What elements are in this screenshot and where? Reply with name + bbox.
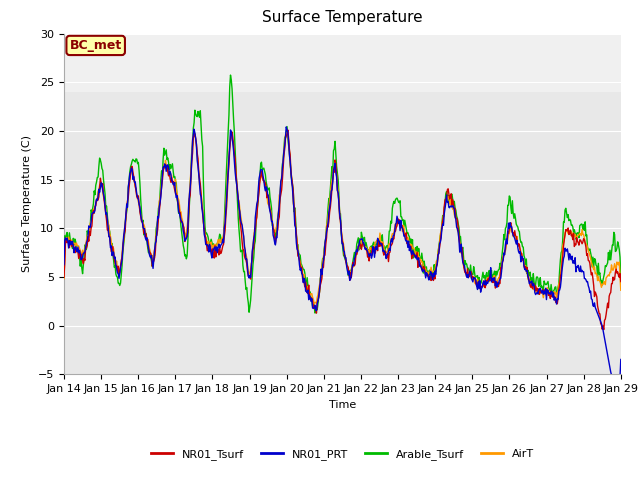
Arable_Tsurf [214,240,221,246]
Arable_Tsurf [184,237,192,243]
NR01_PRT [282,124,290,130]
NR01_PRT [214,250,221,255]
AirT [127,166,135,171]
NR01_Tsurf [617,279,625,285]
AirT [412,251,419,257]
Arable_Tsurf [617,277,625,283]
Text: BC_met: BC_met [70,39,122,52]
Line: NR01_Tsurf: NR01_Tsurf [64,130,621,330]
NR01_PRT [428,269,435,275]
AirT [184,216,192,222]
AirT [214,237,222,242]
NR01_PRT [411,252,419,258]
AirT [617,288,625,293]
Arable_Tsurf [127,161,135,167]
NR01_Tsurf [284,127,292,133]
AirT [190,130,198,135]
Line: NR01_PRT: NR01_PRT [64,127,621,376]
AirT [428,269,436,275]
Title: Surface Temperature: Surface Temperature [262,11,422,25]
Legend: NR01_Tsurf, NR01_PRT, Arable_Tsurf, AirT: NR01_Tsurf, NR01_PRT, Arable_Tsurf, AirT [147,444,538,464]
Arable_Tsurf [227,72,234,78]
NR01_PRT [617,357,625,362]
NR01_Tsurf [600,327,607,333]
NR01_Tsurf [411,254,419,260]
NR01_Tsurf [184,229,192,235]
Arable_Tsurf [412,245,419,251]
Line: AirT: AirT [64,132,621,303]
NR01_PRT [184,223,192,228]
Y-axis label: Surface Temperature (C): Surface Temperature (C) [22,135,33,273]
Arable_Tsurf [70,242,78,248]
Arable_Tsurf [311,310,319,316]
NR01_PRT [127,165,135,171]
AirT [310,300,318,306]
X-axis label: Time: Time [329,400,356,409]
Arable_Tsurf [428,268,436,274]
NR01_PRT [609,373,617,379]
Line: Arable_Tsurf: Arable_Tsurf [64,75,621,313]
NR01_Tsurf [127,164,135,169]
NR01_PRT [70,250,78,256]
NR01_PRT [60,262,68,267]
NR01_Tsurf [70,244,78,250]
NR01_Tsurf [428,277,435,283]
Arable_Tsurf [60,269,68,275]
Bar [64,34,621,92]
AirT [70,240,78,246]
NR01_Tsurf [214,245,221,251]
NR01_Tsurf [60,274,68,280]
AirT [60,276,68,281]
